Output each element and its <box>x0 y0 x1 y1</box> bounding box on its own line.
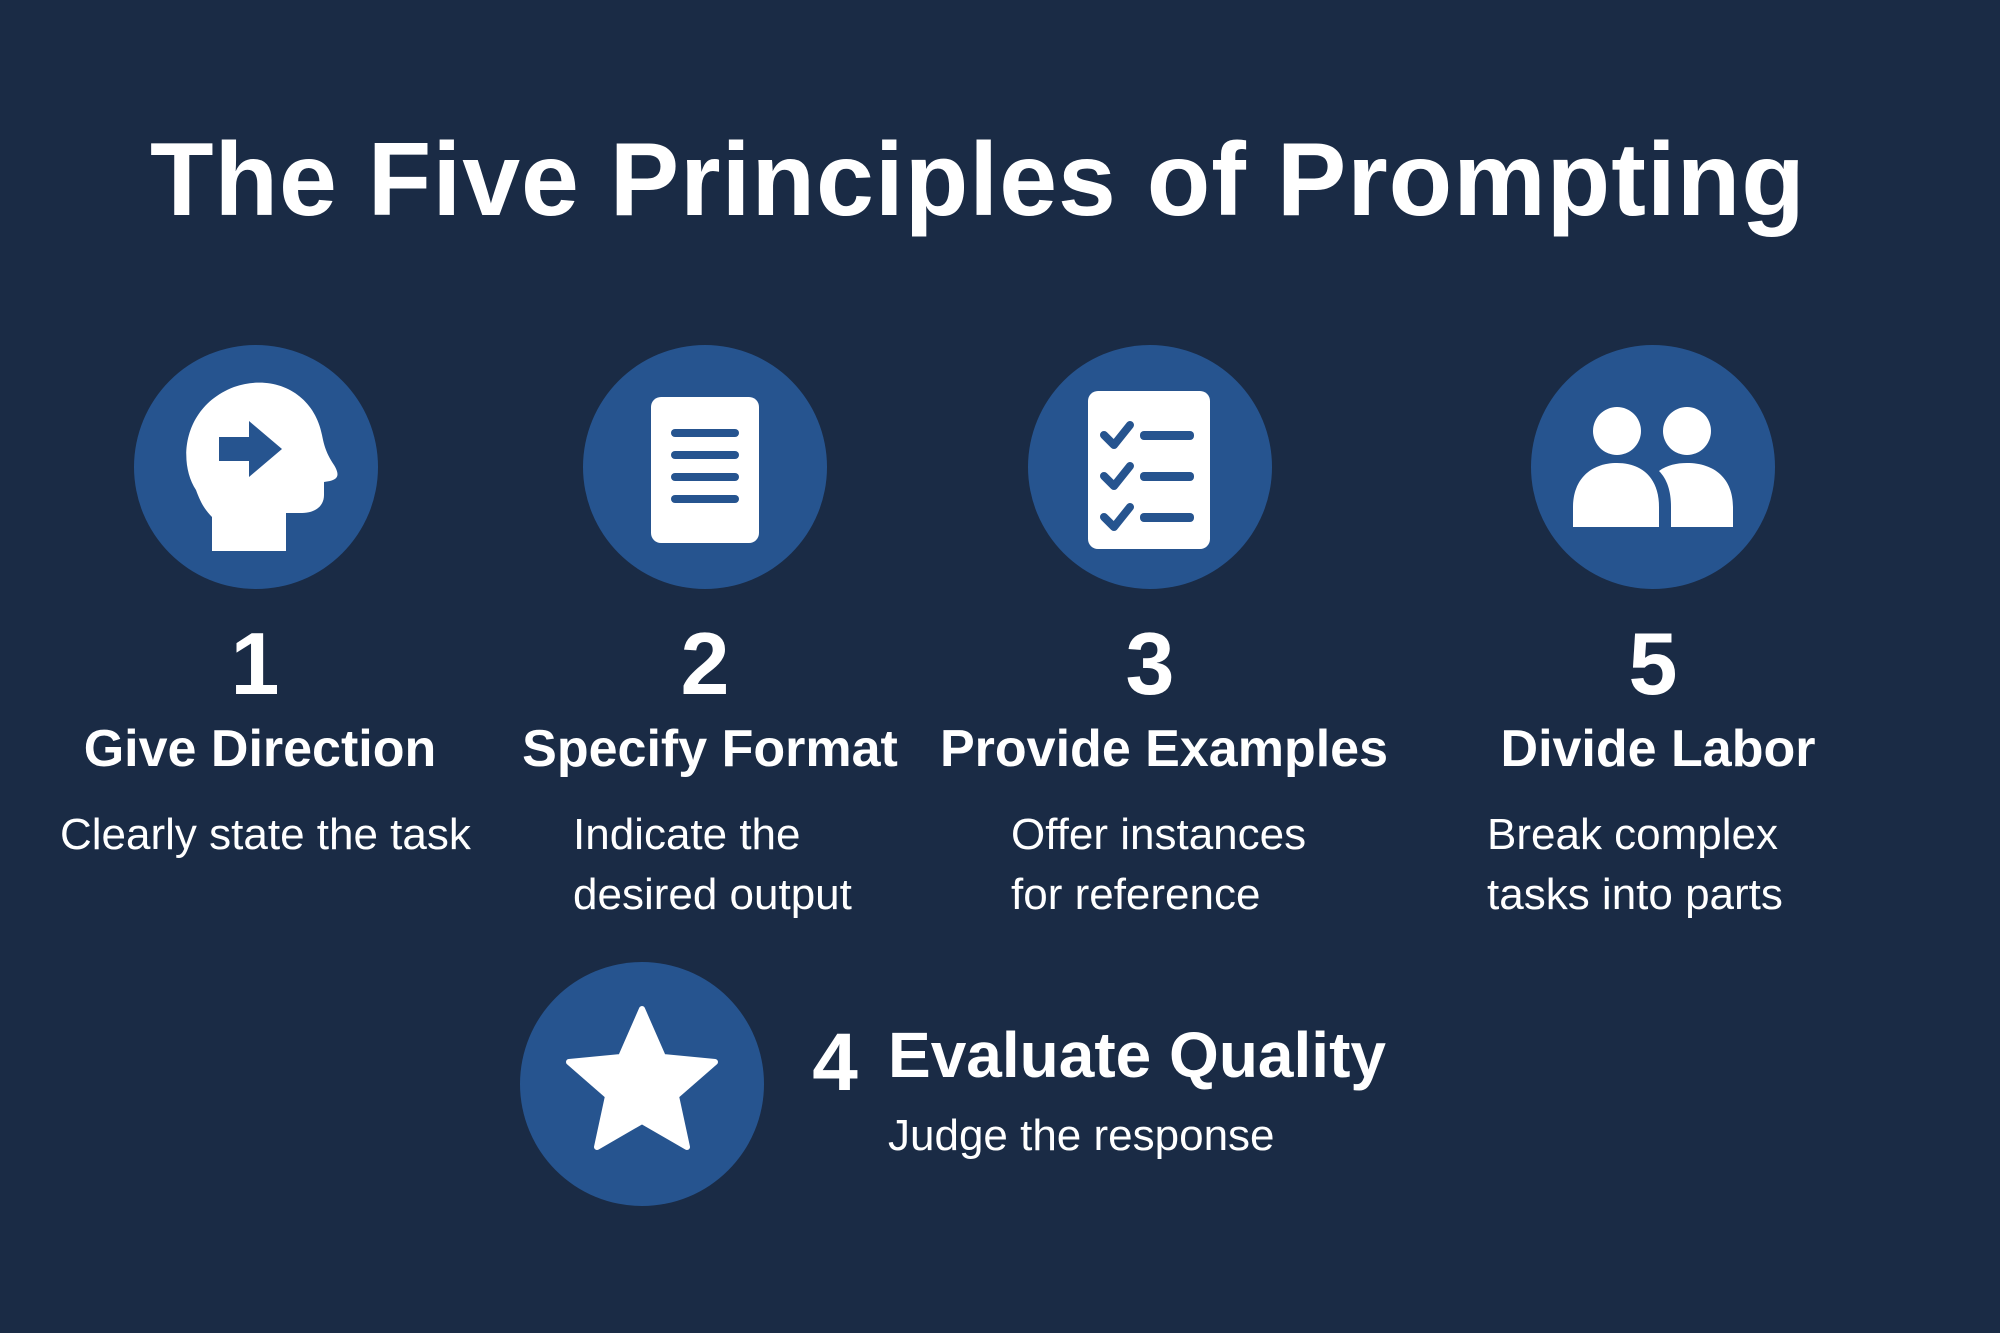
checklist-icon <box>1028 345 1272 589</box>
principle-4-description: Judge the response <box>888 1111 1275 1160</box>
principle-4-number: 4 <box>812 1017 858 1108</box>
principle-5-heading: Divide Labor <box>1500 720 1816 778</box>
people-icon <box>1531 345 1775 589</box>
principle-2-description: Indicate the desired output <box>573 810 852 919</box>
principle-2-number: 2 <box>680 614 730 713</box>
principle-1-heading: Give Direction <box>83 720 437 778</box>
principle-3-description: Offer instances for reference <box>1011 810 1307 919</box>
principle-5-description: Break complex tasks into parts <box>1487 810 1783 919</box>
principle-2-heading: Specify Format <box>522 720 898 778</box>
head-arrow-icon <box>134 345 378 589</box>
principle-1-number: 1 <box>230 614 280 713</box>
document-icon <box>583 345 827 589</box>
principle-4-heading: Evaluate Quality <box>888 1019 1386 1091</box>
page-title: The Five Principles of Prompting <box>150 122 1806 238</box>
principle-3-number: 3 <box>1125 614 1175 713</box>
principle-3-heading: Provide Examples <box>940 720 1388 778</box>
star-icon <box>520 962 764 1206</box>
principle-1-description: Clearly state the task <box>60 810 471 859</box>
principle-5-number: 5 <box>1628 614 1678 713</box>
